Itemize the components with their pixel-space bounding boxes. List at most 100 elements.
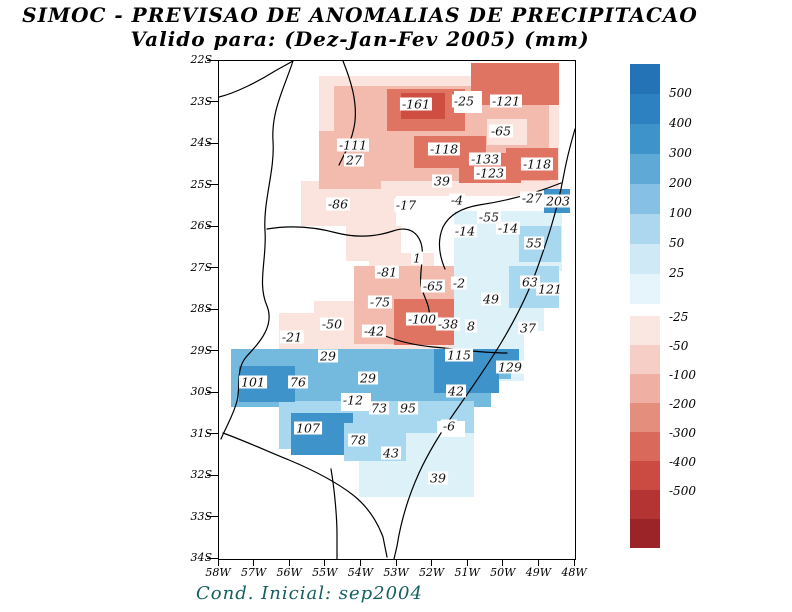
anomaly-value-label: 107	[294, 420, 322, 436]
lon-tick-label: 56W	[276, 566, 302, 579]
lat-tick-mark	[207, 225, 218, 227]
anomaly-value-label: 43	[381, 445, 401, 461]
anomaly-value-label: 49	[481, 291, 501, 307]
coastline-path	[393, 128, 575, 559]
initial-condition-caption: Cond. Inicial: sep2004	[196, 583, 423, 604]
anomaly-value-label: -25	[451, 93, 477, 109]
lat-tick-label: 31S	[190, 426, 212, 440]
anomaly-value-label: 8	[465, 318, 477, 334]
anomaly-value-label: -27	[519, 190, 545, 206]
anomaly-value-label: 29	[358, 370, 378, 386]
anomaly-value-label: -121	[489, 93, 523, 109]
lat-tick-label: 33S	[190, 509, 212, 523]
lat-tick-mark	[207, 142, 218, 144]
lat-tick-label: 22S	[190, 53, 212, 66]
legend-color-box-negative	[630, 403, 660, 432]
anomaly-value-label: -123	[473, 165, 507, 181]
legend-value-label: -200	[668, 397, 697, 411]
lat-tick-label: 29S	[190, 343, 212, 357]
legend-color-box-positive	[630, 154, 660, 184]
lat-tick-mark	[207, 557, 218, 559]
border-path-uruguay	[222, 432, 388, 558]
anomaly-value-label: 203	[544, 193, 572, 209]
legend-value-label: 500	[668, 86, 693, 100]
anomaly-value-label: 129	[496, 359, 524, 375]
anomaly-value-label: -55	[476, 209, 502, 225]
anomaly-value-label: -100	[405, 311, 439, 327]
lat-tick-label: 27S	[190, 260, 212, 274]
legend-color-box-positive	[630, 64, 660, 94]
lon-tick-label: 53W	[383, 566, 409, 579]
anomaly-value-label: 55	[524, 235, 544, 251]
anomaly-value-label: -2	[450, 275, 468, 291]
lon-tick-mark	[395, 559, 397, 566]
legend-value-label: 25	[668, 266, 686, 280]
legend-color-box-positive	[630, 184, 660, 214]
anomaly-value-label: 63	[520, 274, 540, 290]
basemap-borders	[219, 61, 575, 559]
anomaly-value-label: -81	[374, 264, 400, 280]
anomaly-value-label: 73	[369, 400, 389, 416]
anomaly-value-label: 1	[411, 250, 423, 266]
legend-color-box-negative	[630, 432, 660, 461]
anomaly-value-label: 27	[344, 152, 364, 168]
lat-tick-mark	[207, 391, 218, 393]
anomaly-value-label: 39	[432, 173, 452, 189]
lon-tick-mark	[217, 559, 219, 566]
legend-value-label: 100	[668, 206, 693, 220]
anomaly-value-label: 115	[445, 347, 473, 363]
anomaly-value-label: -4	[448, 192, 466, 208]
anomaly-value-label: -118	[520, 156, 554, 172]
anomaly-value-label: 121	[536, 281, 564, 297]
anomaly-value-label: -65	[488, 123, 514, 139]
anomaly-value-label: -111	[336, 137, 370, 153]
anomaly-value-label: 76	[288, 374, 308, 390]
legend-value-label: -300	[668, 426, 697, 440]
anomaly-value-label: -161	[399, 96, 433, 112]
legend-color-box-positive	[630, 244, 660, 274]
legend-value-label: 200	[668, 176, 693, 190]
legend-color-box-negative	[630, 461, 660, 490]
lon-tick-label: 54W	[347, 566, 374, 579]
lat-tick-mark	[207, 184, 218, 185]
legend-color-box-negative	[630, 374, 660, 403]
lat-tick-label: 24S	[190, 136, 212, 149]
legend-color-box-positive	[630, 94, 660, 124]
lat-tick-mark	[207, 308, 218, 310]
lon-tick-label: 55W	[312, 566, 338, 579]
anomaly-value-label: 39	[428, 470, 448, 486]
anomaly-value-label: 42	[446, 383, 466, 399]
anomaly-value-label: -86	[325, 196, 351, 212]
lon-tick-mark	[537, 559, 539, 566]
lat-tick-mark	[207, 267, 218, 268]
legend-value-label: -500	[668, 484, 697, 498]
lat-tick-mark	[207, 433, 218, 434]
lon-tick-mark	[466, 559, 468, 566]
anomaly-value-label: -12	[340, 392, 366, 408]
anomaly-value-label: -133	[468, 151, 502, 167]
anomaly-value-label: 78	[348, 432, 368, 448]
legend-color-box-negative	[630, 316, 660, 345]
lon-tick-mark	[502, 559, 504, 566]
lon-tick-mark	[359, 559, 361, 566]
lat-tick-mark	[207, 474, 218, 476]
anomaly-value-label: -118	[427, 141, 461, 157]
lat-tick-label: 34S	[190, 551, 212, 564]
anomaly-value-label: -50	[319, 316, 345, 332]
lon-tick-mark	[573, 559, 575, 566]
border-path-state-south	[382, 334, 508, 354]
lat-tick-label: 28S	[190, 302, 212, 315]
lon-tick-label: 51W	[454, 566, 480, 579]
legend-value-label: 50	[668, 236, 686, 250]
lon-tick-label: 58W	[205, 566, 231, 579]
anomaly-value-label: 37	[518, 320, 538, 336]
legend-color-box-negative	[630, 345, 660, 374]
lat-tick-label: 32S	[190, 468, 212, 481]
legend-color-box-positive	[630, 124, 660, 154]
anomaly-value-label: 95	[398, 400, 418, 416]
lat-tick-label: 25S	[190, 177, 212, 191]
anomaly-value-label: -42	[361, 323, 387, 339]
legend-color-box-positive	[630, 214, 660, 244]
anomaly-value-label: -17	[393, 197, 419, 213]
anomaly-value-label: -14	[452, 223, 478, 239]
